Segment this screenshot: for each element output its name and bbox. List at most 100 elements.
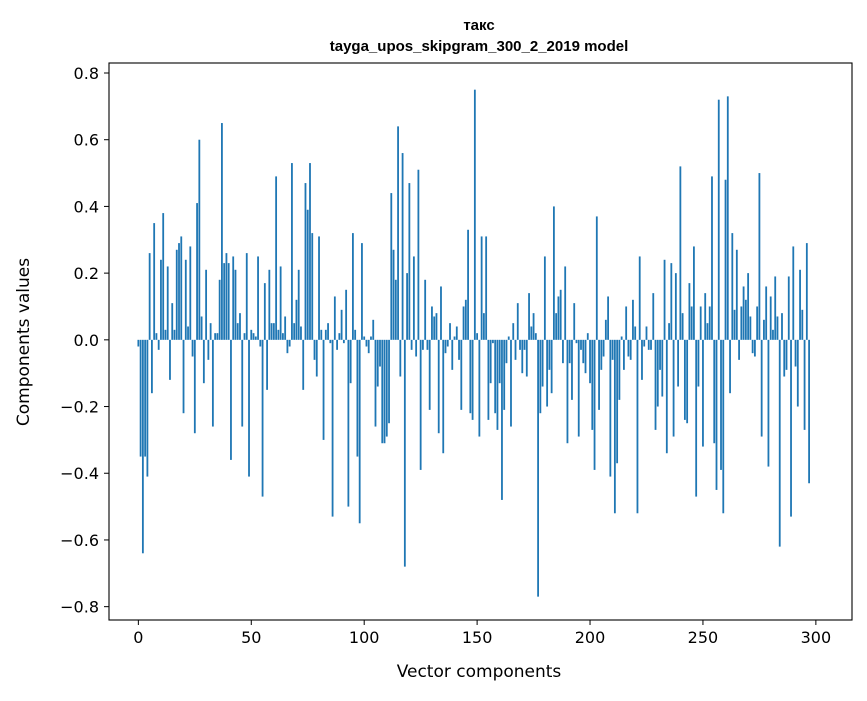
bar	[193, 339, 196, 434]
bar	[478, 339, 481, 437]
bar	[724, 179, 727, 340]
y-tick-label: 0.6	[74, 131, 99, 150]
bar	[552, 206, 555, 340]
bar	[514, 339, 517, 360]
y-axis-ticks: −0.8 −0.6 −0.4 −0.2 0.0 0.2 0.4 0.6 0.8	[60, 64, 109, 617]
bar	[519, 339, 521, 350]
bar	[799, 269, 801, 340]
bar	[559, 289, 562, 340]
bar	[632, 299, 634, 340]
bar	[738, 339, 740, 360]
bar	[309, 163, 311, 340]
bar	[480, 236, 483, 340]
bar	[336, 339, 338, 350]
bar	[602, 339, 605, 357]
bar	[717, 99, 720, 340]
bar	[489, 339, 492, 384]
bar	[618, 339, 621, 400]
bar	[711, 176, 713, 340]
bar	[760, 339, 763, 437]
bar	[182, 339, 185, 414]
bar	[207, 339, 210, 360]
bar	[704, 293, 707, 340]
bar	[566, 339, 569, 444]
bar	[365, 339, 368, 347]
bar	[749, 316, 752, 340]
bar	[661, 339, 664, 397]
bar	[351, 233, 354, 340]
bar	[557, 296, 560, 340]
bar	[221, 123, 223, 340]
bar	[431, 306, 433, 340]
bar	[607, 296, 610, 340]
bar	[740, 306, 743, 340]
bar	[266, 339, 268, 390]
bar	[401, 153, 404, 340]
bar	[261, 339, 264, 497]
bar	[236, 323, 239, 340]
bar	[248, 339, 250, 477]
bar	[688, 283, 691, 340]
bar	[272, 323, 275, 340]
bar	[169, 339, 171, 380]
bar	[444, 339, 447, 354]
bar	[180, 236, 183, 340]
bar	[611, 339, 614, 360]
bar	[609, 339, 612, 477]
bar	[410, 339, 413, 350]
bar	[627, 339, 630, 357]
bar	[501, 339, 503, 500]
bar	[571, 339, 573, 400]
bar	[539, 339, 542, 414]
bar	[647, 339, 650, 350]
x-tick-label: 200	[575, 628, 606, 647]
bar	[227, 263, 230, 340]
bar	[625, 306, 628, 340]
bar	[638, 256, 641, 340]
bar	[446, 339, 449, 347]
bar	[530, 326, 533, 340]
bar	[733, 309, 736, 340]
bar	[374, 339, 377, 427]
bar	[223, 263, 226, 340]
bar	[492, 339, 494, 344]
bar	[803, 339, 806, 430]
x-axis-ticks: 0 50 100 150 200 250 300	[133, 620, 831, 647]
bar	[331, 339, 334, 517]
bar	[162, 213, 165, 340]
bar	[510, 339, 512, 427]
bar	[417, 169, 420, 340]
bar	[787, 276, 790, 340]
bar	[485, 236, 488, 340]
bar	[577, 339, 580, 437]
bar	[498, 339, 501, 384]
y-axis-label: Components values	[14, 258, 34, 426]
bar	[523, 339, 526, 350]
bar	[525, 339, 528, 377]
bar	[706, 323, 709, 340]
bar	[568, 339, 571, 364]
bar	[191, 339, 194, 357]
bar	[385, 339, 388, 437]
bar	[144, 339, 147, 457]
bar	[792, 246, 795, 340]
bar	[808, 339, 810, 484]
bar	[697, 339, 700, 387]
bar	[464, 299, 467, 340]
bar	[137, 339, 140, 347]
bar	[381, 339, 384, 444]
bar	[324, 329, 327, 340]
bar	[591, 339, 594, 430]
bar	[686, 339, 689, 424]
bar	[322, 339, 325, 440]
bar	[415, 339, 418, 357]
bar	[225, 253, 228, 340]
bar	[575, 339, 578, 344]
bar	[239, 313, 241, 340]
bar	[392, 249, 395, 340]
bar	[302, 339, 305, 390]
bar	[254, 336, 257, 340]
bar	[641, 339, 643, 380]
bar	[756, 306, 759, 340]
bar	[315, 339, 318, 377]
